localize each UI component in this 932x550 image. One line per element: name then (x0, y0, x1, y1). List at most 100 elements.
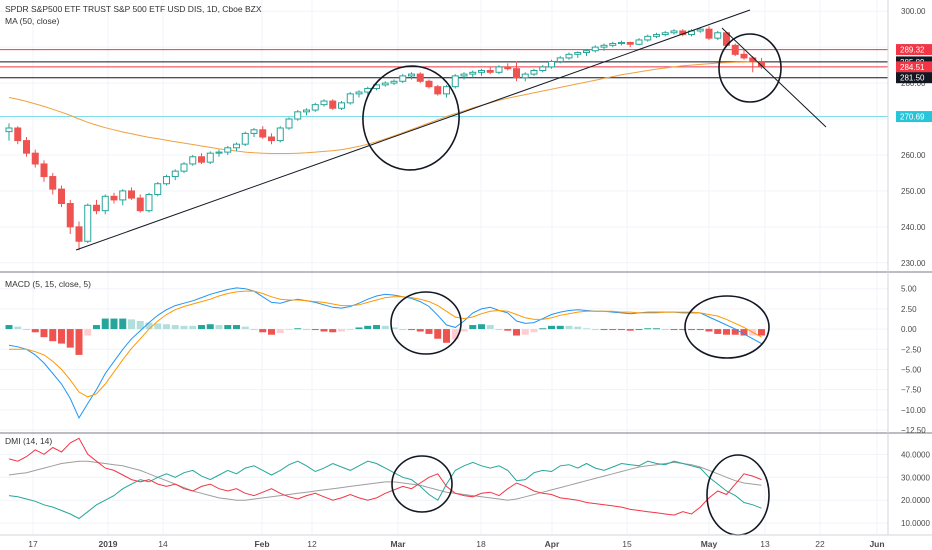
candle[interactable] (276, 126, 284, 143)
candle[interactable] (504, 63, 512, 71)
candle[interactable] (128, 187, 135, 200)
candle[interactable] (285, 117, 293, 130)
candle[interactable] (329, 99, 337, 111)
candle[interactable] (495, 65, 503, 75)
candle[interactable] (93, 199, 100, 215)
moving-average-line (8, 61, 762, 154)
candle[interactable] (399, 74, 407, 84)
candle[interactable] (215, 149, 223, 157)
macd-histogram-bar (670, 329, 678, 331)
candle[interactable] (530, 68, 538, 76)
candle[interactable] (696, 27, 704, 33)
candle[interactable] (381, 81, 389, 87)
candle[interactable] (714, 30, 722, 40)
candle[interactable] (653, 32, 660, 39)
annotation-circle-price-may[interactable] (718, 33, 782, 103)
time-axis[interactable]: 17 2019 14 Feb 12 Mar 18 Apr 15 May 13 22 Jun (28, 539, 884, 549)
candle[interactable] (268, 133, 275, 145)
candle[interactable] (14, 126, 22, 145)
pane-separators (0, 0, 932, 536)
candle[interactable] (609, 41, 617, 48)
candle[interactable] (58, 185, 65, 208)
candle[interactable] (31, 149, 39, 168)
candle[interactable] (23, 137, 30, 157)
candle-body (661, 32, 669, 36)
candle[interactable] (486, 66, 494, 75)
candle[interactable] (198, 153, 205, 164)
candle[interactable] (75, 221, 83, 251)
candle[interactable] (110, 192, 118, 204)
candle[interactable] (478, 68, 485, 76)
candle[interactable] (101, 194, 109, 215)
candle[interactable] (259, 126, 267, 139)
annotation-circle-macd-may[interactable] (684, 295, 770, 359)
candle[interactable] (635, 38, 643, 46)
candle[interactable] (119, 189, 127, 206)
candle[interactable] (163, 174, 170, 186)
candle[interactable] (180, 162, 188, 173)
candle[interactable] (731, 43, 739, 57)
candle[interactable] (355, 90, 363, 98)
candle[interactable] (469, 70, 477, 78)
candle[interactable] (303, 108, 310, 116)
candle[interactable] (556, 56, 564, 64)
candle[interactable] (233, 142, 240, 152)
candle[interactable] (241, 131, 249, 146)
candle[interactable] (189, 154, 197, 166)
candle[interactable] (5, 123, 13, 141)
candle[interactable] (434, 84, 442, 96)
annotation-circle-price-mar[interactable] (356, 60, 466, 176)
candle[interactable] (600, 43, 608, 51)
candle[interactable] (443, 84, 450, 98)
candle[interactable] (49, 172, 57, 195)
candle[interactable] (145, 192, 153, 213)
annotation-circle-dmi-mar[interactable] (391, 455, 453, 513)
candle[interactable] (521, 72, 529, 82)
candle[interactable] (408, 72, 415, 80)
candle[interactable] (250, 128, 258, 137)
candle[interactable] (154, 181, 162, 197)
candle[interactable] (84, 203, 92, 244)
candle[interactable] (618, 40, 625, 46)
dmi-legend: DMI (14, 14) (5, 436, 52, 446)
candle[interactable] (390, 79, 398, 85)
candle[interactable] (311, 102, 319, 112)
candle[interactable] (670, 29, 678, 35)
candle[interactable] (539, 65, 547, 73)
candle[interactable] (40, 160, 48, 182)
candle[interactable] (644, 34, 652, 42)
candle[interactable] (320, 99, 328, 107)
candle[interactable] (346, 92, 354, 105)
candle[interactable] (224, 145, 232, 155)
trendline-support[interactable] (75, 9, 751, 251)
candle[interactable] (740, 48, 748, 60)
candle[interactable] (66, 199, 74, 235)
trendline-resistance[interactable] (721, 27, 827, 128)
candle[interactable] (136, 194, 144, 213)
candle[interactable] (705, 26, 713, 40)
macd-histogram-bar (661, 329, 669, 331)
candle[interactable] (460, 72, 468, 80)
candle[interactable] (171, 169, 179, 181)
candle[interactable] (574, 51, 582, 58)
candle[interactable] (294, 110, 302, 121)
candle[interactable] (548, 59, 555, 69)
candle[interactable] (513, 61, 520, 82)
candle[interactable] (661, 30, 669, 37)
candle[interactable] (626, 41, 634, 48)
candle[interactable] (758, 57, 765, 69)
user-drawings[interactable] (75, 9, 827, 536)
candle[interactable] (206, 151, 214, 164)
dmi-pane[interactable] (8, 437, 762, 520)
candle[interactable] (451, 74, 459, 89)
candle[interactable] (583, 48, 590, 57)
candle[interactable] (591, 45, 599, 53)
annotation-circle-macd-mar[interactable] (390, 291, 462, 355)
candle[interactable] (338, 101, 345, 111)
candle[interactable] (425, 79, 433, 89)
macd-pane[interactable] (5, 287, 766, 419)
candle[interactable] (416, 72, 424, 84)
candles-layer[interactable] (5, 26, 765, 251)
candle[interactable] (565, 52, 573, 60)
